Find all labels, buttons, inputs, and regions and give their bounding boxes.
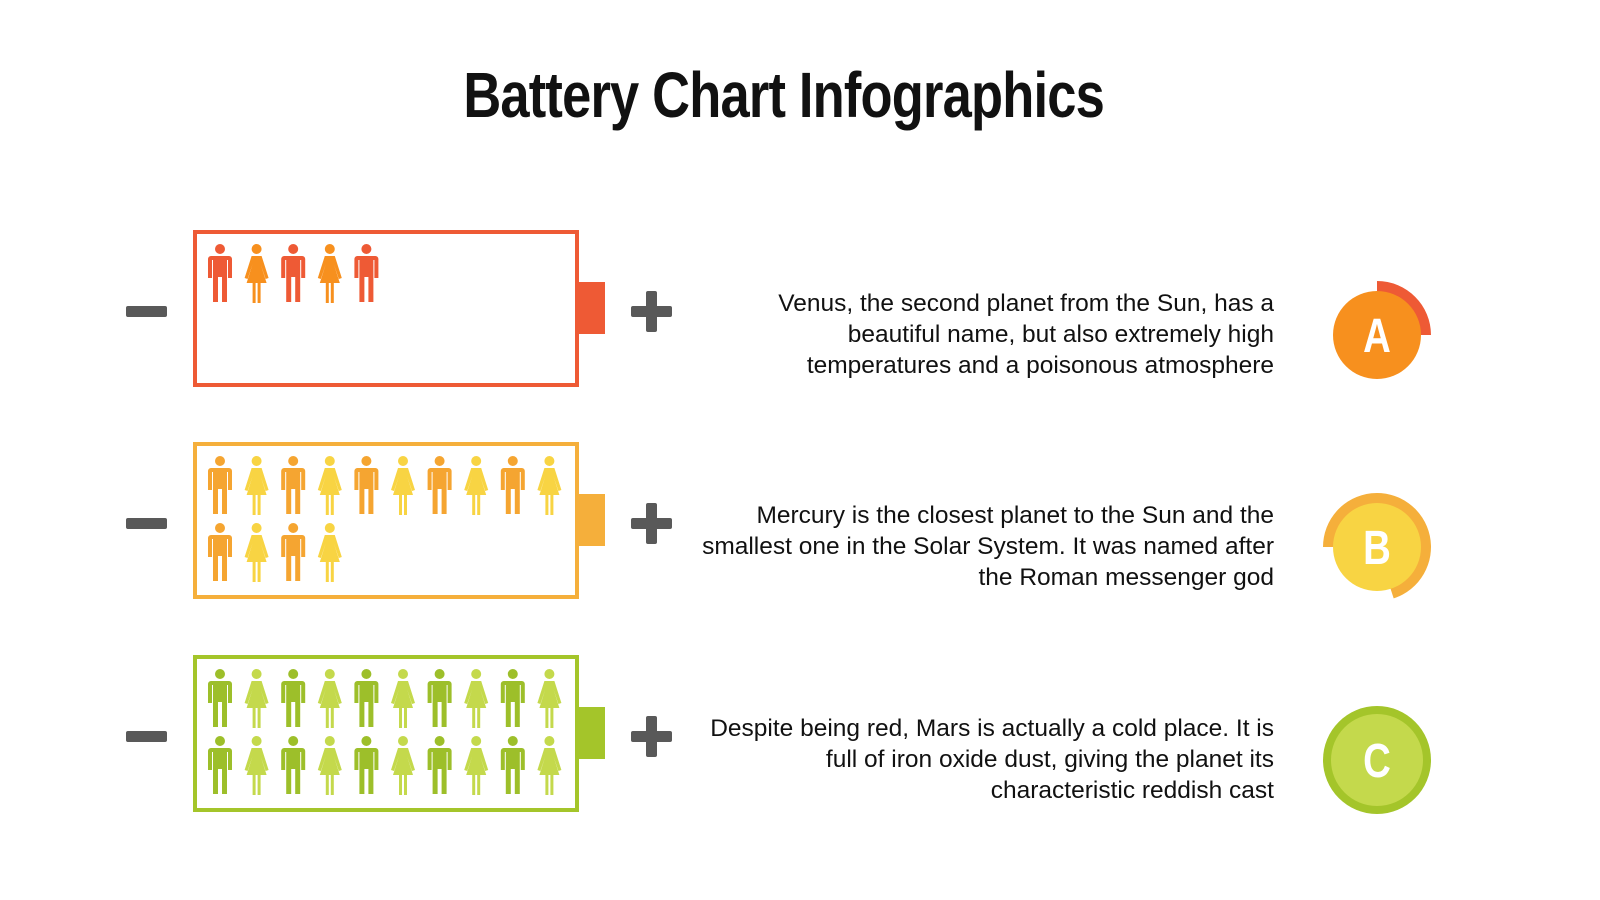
man-icon	[208, 456, 232, 514]
woman-icon	[464, 669, 489, 728]
badge-circle	[1333, 291, 1421, 379]
woman-icon	[537, 669, 562, 728]
people-icons	[208, 456, 562, 582]
battery-row-a: Venus, the second planet from the Sun, h…	[0, 230, 1600, 400]
woman-icon	[317, 669, 342, 728]
woman-icon	[391, 736, 415, 795]
badge-letter: A	[1363, 310, 1391, 363]
battery-row-c: Despite being red, Mars is actually a co…	[0, 655, 1600, 825]
man-icon	[281, 523, 306, 581]
minus-icon	[126, 306, 167, 317]
description-text: Venus, the second planet from the Sun, h…	[778, 290, 1274, 379]
man-icon	[354, 669, 379, 727]
badge-letter: B	[1363, 522, 1391, 575]
woman-icon	[317, 736, 342, 795]
woman-icon	[244, 456, 269, 515]
man-icon	[208, 244, 232, 302]
battery-row-b: Mercury is the closest planet to the Sun…	[0, 442, 1600, 612]
man-icon	[281, 669, 306, 727]
woman-icon	[317, 456, 342, 515]
badge-a: A	[1333, 281, 1431, 379]
woman-icon	[464, 736, 489, 795]
man-icon	[427, 736, 452, 794]
man-icon	[281, 244, 306, 302]
man-icon	[354, 456, 379, 514]
woman-icon	[244, 523, 269, 582]
man-icon	[427, 456, 452, 514]
man-icon	[281, 736, 306, 794]
badge-letter: C	[1363, 735, 1391, 788]
badge-circle	[1331, 714, 1423, 806]
man-icon	[354, 736, 379, 794]
woman-icon	[391, 456, 415, 515]
man-icon	[500, 456, 525, 514]
battery-terminal	[577, 282, 605, 334]
man-icon	[281, 456, 306, 514]
man-icon	[427, 669, 452, 727]
description-text: Despite being red, Mars is actually a co…	[710, 715, 1274, 804]
minus-icon	[126, 731, 167, 742]
badge-circle	[1333, 503, 1421, 591]
man-icon	[208, 523, 232, 581]
woman-icon	[391, 669, 415, 728]
woman-icon	[317, 244, 342, 303]
woman-icon	[244, 669, 269, 728]
man-icon	[500, 736, 525, 794]
woman-icon	[244, 244, 269, 303]
woman-icon	[537, 736, 562, 795]
woman-icon	[464, 456, 489, 515]
badge-b: B	[1323, 493, 1431, 599]
plus-icon	[631, 716, 672, 757]
battery-terminal	[577, 494, 605, 546]
description-text: Mercury is the closest planet to the Sun…	[702, 502, 1274, 591]
minus-icon	[126, 518, 167, 529]
title-text: Battery Chart Infographics	[463, 59, 1105, 131]
man-icon	[208, 669, 232, 727]
man-icon	[208, 736, 232, 794]
plus-icon	[631, 291, 672, 332]
people-icons	[208, 669, 562, 795]
woman-icon	[244, 736, 269, 795]
page-title: Battery Chart Infographics	[0, 58, 1568, 132]
battery-terminal	[577, 707, 605, 759]
man-icon	[500, 669, 525, 727]
man-icon	[354, 244, 379, 302]
woman-icon	[317, 523, 342, 582]
plus-icon	[631, 503, 672, 544]
woman-icon	[537, 456, 562, 515]
badge-c: C	[1323, 706, 1431, 814]
people-icons	[208, 244, 379, 303]
